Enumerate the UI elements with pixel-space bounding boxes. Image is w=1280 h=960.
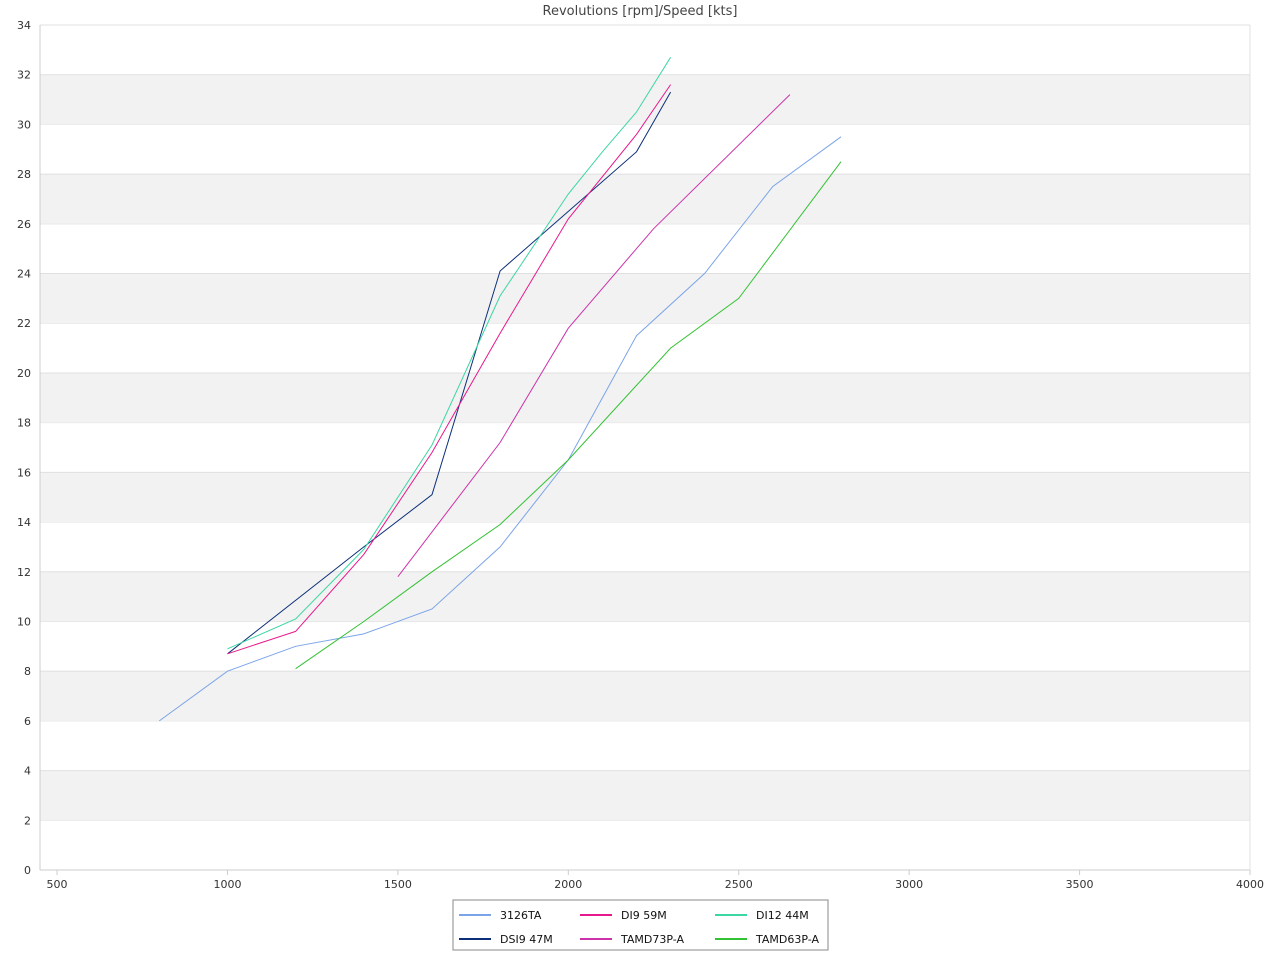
y-tick-label: 28 xyxy=(17,168,31,181)
x-tick-label: 2500 xyxy=(725,878,753,891)
y-tick-label: 34 xyxy=(17,19,31,32)
y-tick-label: 14 xyxy=(17,516,31,529)
y-tick-label: 10 xyxy=(17,615,31,628)
y-tick-label: 32 xyxy=(17,69,31,82)
legend-label: DI9 59M xyxy=(621,909,667,922)
x-tick-label: 3000 xyxy=(895,878,923,891)
series-line-3126ta xyxy=(159,136,842,722)
grid-band xyxy=(40,472,1250,523)
x-tick-label: 1500 xyxy=(384,878,412,891)
grid-band xyxy=(40,571,1250,622)
chart-title: Revolutions [rpm]/Speed [kts] xyxy=(542,4,738,19)
grid-band xyxy=(40,671,1250,721)
y-tick-label: 26 xyxy=(17,218,31,231)
y-tick-label: 0 xyxy=(24,864,31,877)
grid-band xyxy=(40,74,1250,125)
x-tick-label: 500 xyxy=(47,878,68,891)
y-tick-label: 22 xyxy=(17,317,31,330)
y-tick-label: 12 xyxy=(17,566,31,579)
grid-band xyxy=(40,174,1250,224)
grid-band xyxy=(40,273,1250,324)
legend-label: TAMD63P-A xyxy=(755,933,819,946)
series-line-dsi9-47m xyxy=(227,91,672,655)
legend-label: DI12 44M xyxy=(756,909,809,922)
x-tick-label: 1000 xyxy=(213,878,241,891)
grid-band xyxy=(40,770,1250,821)
series-line-di9-59m xyxy=(227,84,672,655)
y-tick-label: 6 xyxy=(24,715,31,728)
y-tick-label: 24 xyxy=(17,268,31,281)
x-tick-label: 3500 xyxy=(1066,878,1094,891)
grid-band xyxy=(40,372,1250,423)
legend-label: DSI9 47M xyxy=(500,933,553,946)
legend-box xyxy=(452,899,829,951)
legend-label: 3126TA xyxy=(500,909,542,922)
grid-bands xyxy=(40,24,1250,821)
series-line-tamd73p-a xyxy=(397,94,791,578)
series-line-tamd63p-a xyxy=(295,161,842,670)
y-tick-label: 2 xyxy=(24,814,31,827)
series-line-di12-44m xyxy=(227,57,672,650)
y-tick-label: 20 xyxy=(17,367,31,380)
axes xyxy=(39,25,1251,871)
y-tick-label: 8 xyxy=(24,665,31,678)
y-tick-label: 18 xyxy=(17,417,31,430)
x-tick-label: 4000 xyxy=(1236,878,1264,891)
y-tick-label: 4 xyxy=(24,765,31,778)
x-axis-ticks: 500 1000 1500 2000 2500 3000 3500 4000 xyxy=(47,870,1264,891)
y-tick-label: 16 xyxy=(17,466,31,479)
x-tick-label: 2000 xyxy=(554,878,582,891)
legend-label: TAMD73P-A xyxy=(620,933,684,946)
legend: 3126TA DI9 59M DI12 44M DSI9 47M TAMD73P-A TA… xyxy=(452,899,829,951)
series-lines xyxy=(159,57,842,722)
y-tick-label: 30 xyxy=(17,118,31,131)
